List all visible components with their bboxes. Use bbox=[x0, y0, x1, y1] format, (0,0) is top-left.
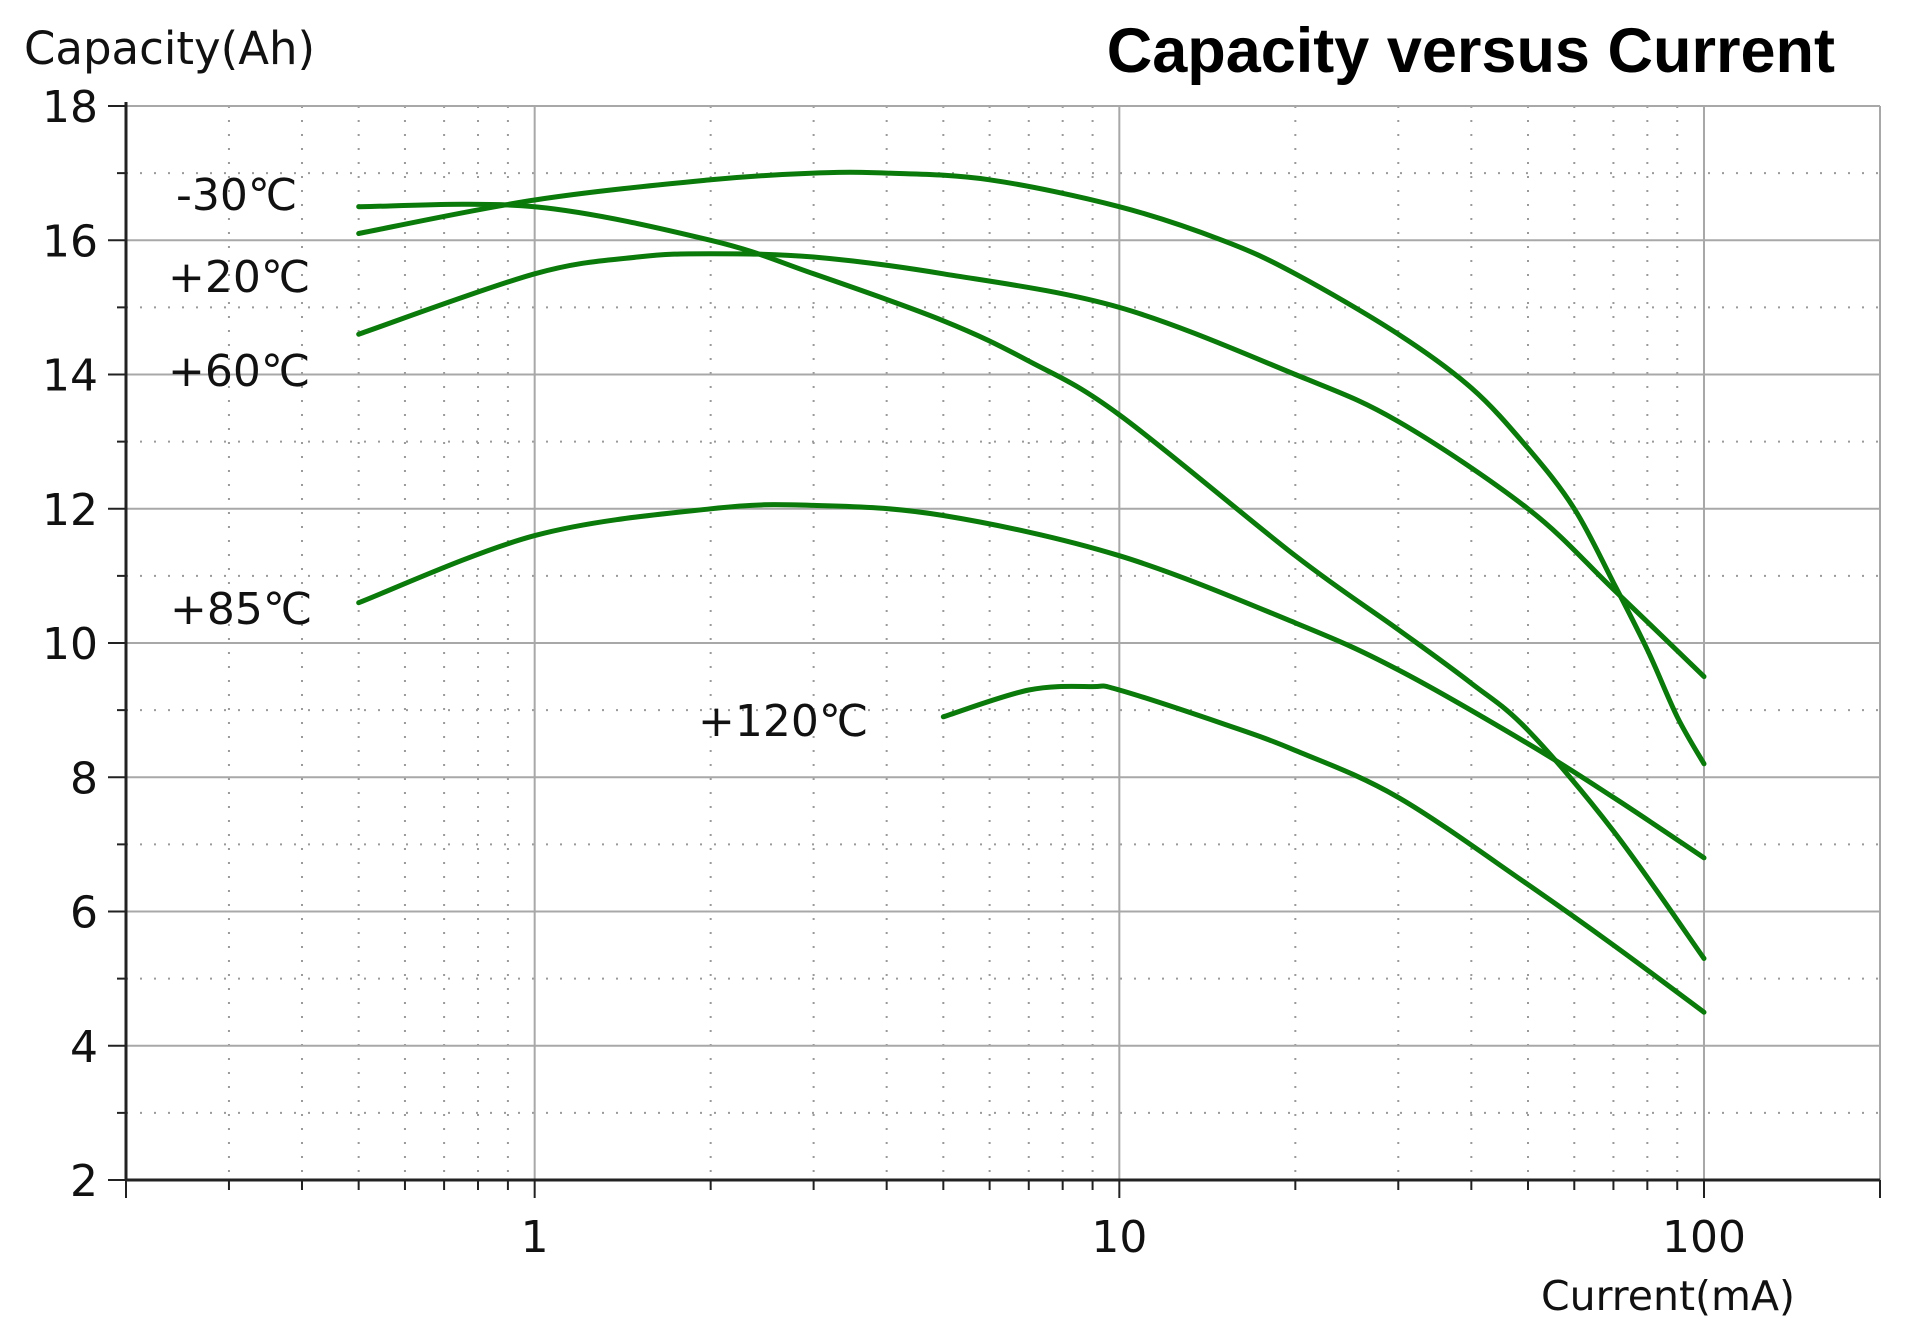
axis-ticks: 2 4 6 8 10 12 14 16 18 1 10 100 bbox=[42, 82, 1881, 1263]
series-line-2 bbox=[356, 251, 1707, 680]
x-axis-label: Current(mA) bbox=[1541, 1272, 1795, 1320]
curve-label: +20℃ bbox=[168, 252, 310, 303]
series-line-1 bbox=[356, 201, 1707, 961]
curve-label: +60℃ bbox=[168, 346, 310, 397]
y-tick-label: 12 bbox=[42, 485, 98, 536]
y-tick-label: 14 bbox=[42, 351, 98, 402]
plot-frame bbox=[124, 102, 1881, 1182]
x-tick-label: 10 bbox=[1091, 1212, 1147, 1263]
series-line-3 bbox=[356, 502, 1707, 861]
labels-group: -30℃ +20℃ +60℃ +85℃ +120℃ bbox=[168, 170, 868, 747]
y-tick-label: 10 bbox=[42, 619, 98, 670]
series-line-0 bbox=[356, 169, 1707, 767]
y-tick-label: 8 bbox=[70, 753, 98, 804]
y-tick-label: 18 bbox=[42, 82, 98, 133]
y-tick-label: 4 bbox=[70, 1022, 98, 1073]
major-grid bbox=[126, 106, 1880, 1180]
y-tick-label: 2 bbox=[70, 1156, 98, 1207]
y-axis-label: Capacity(Ah) bbox=[24, 22, 315, 75]
x-tick-label: 1 bbox=[521, 1212, 549, 1263]
curve-label: -30℃ bbox=[176, 170, 297, 221]
chart-title: Capacity versus Current bbox=[1107, 16, 1835, 86]
x-tick-label: 100 bbox=[1662, 1212, 1746, 1263]
y-tick-label: 16 bbox=[42, 216, 98, 267]
series-group bbox=[356, 169, 1707, 1015]
series-line-4 bbox=[940, 683, 1707, 1015]
curve-label: +85℃ bbox=[170, 584, 312, 635]
curve-label: +120℃ bbox=[698, 696, 868, 747]
y-tick-label: 6 bbox=[70, 888, 98, 939]
